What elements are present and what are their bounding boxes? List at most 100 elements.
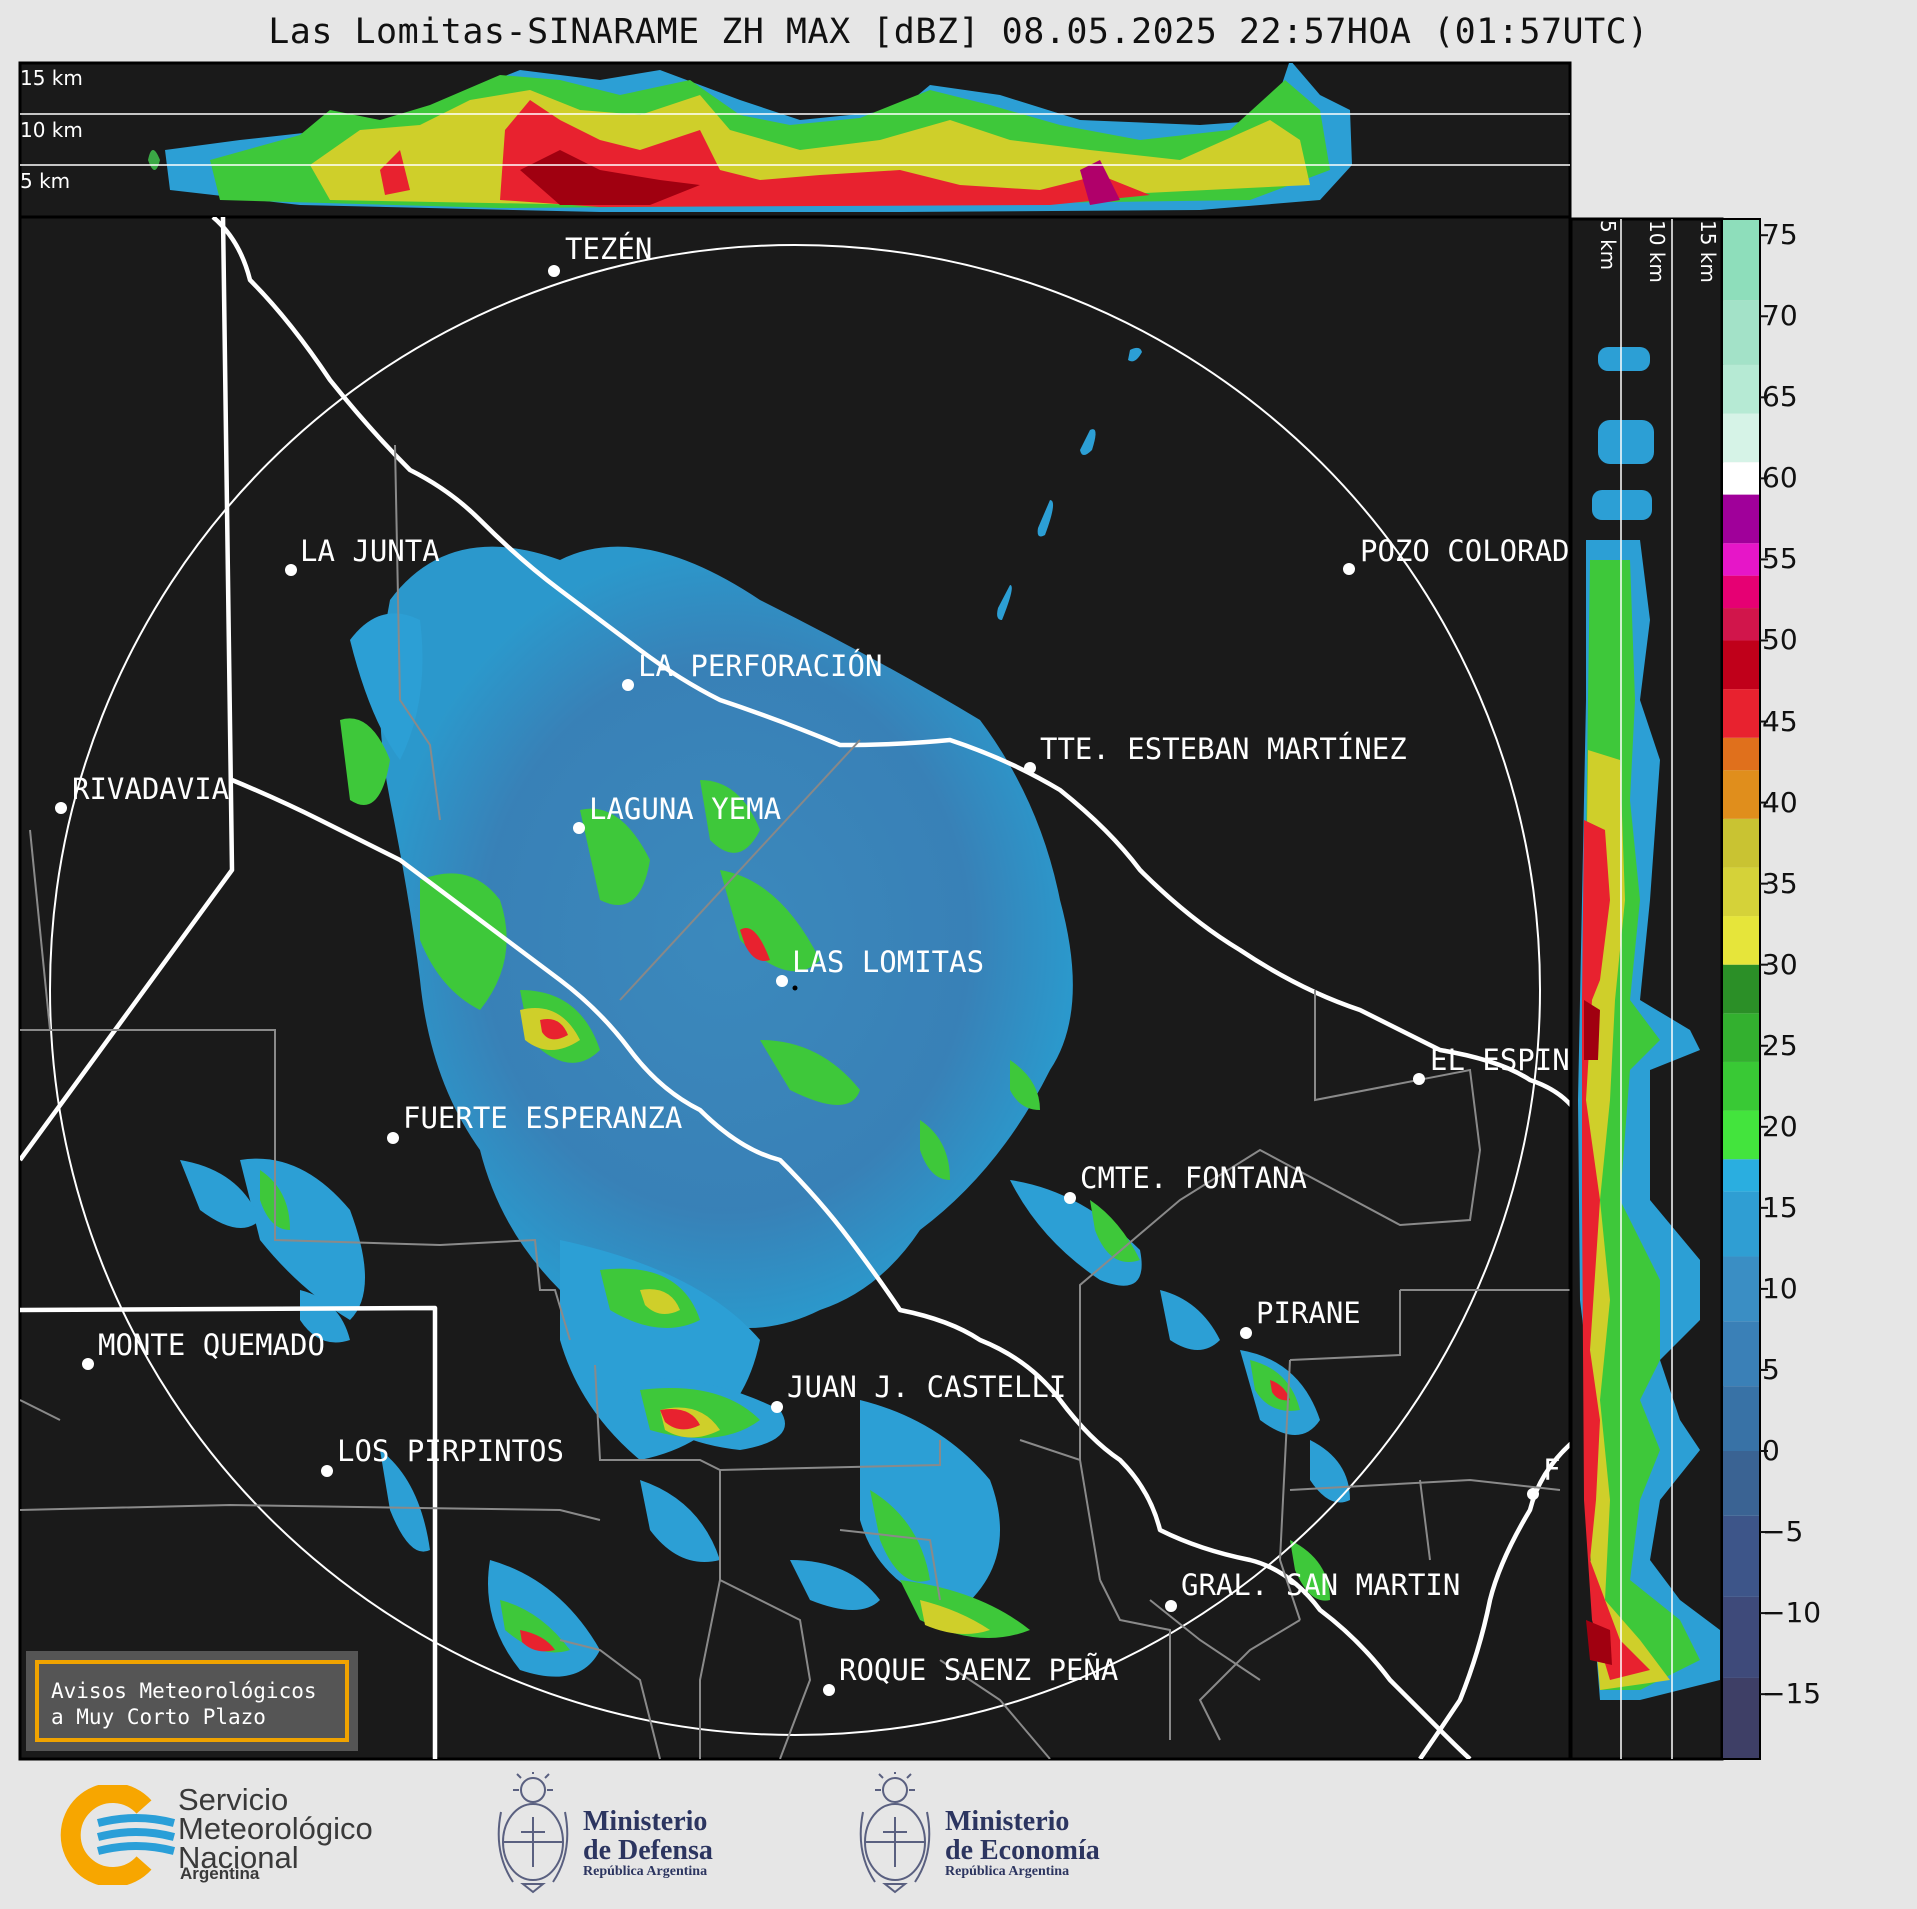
colorbar-tick: 70	[1762, 299, 1798, 333]
colorbar-band	[1722, 413, 1760, 463]
economia-sub: República Argentina	[945, 1864, 1070, 1879]
colorbar-band	[1722, 1013, 1760, 1062]
radar-site-marker	[792, 985, 798, 991]
colorbar-band	[1722, 1256, 1760, 1322]
notice-box[interactable]: Avisos Meteorológicos a Muy Corto Plazo	[26, 1651, 358, 1751]
top-height-label-5: 5 km	[20, 169, 71, 193]
city-label-pozo-colorado: POZO COLORAD	[1360, 534, 1570, 568]
city-dot-monte-quemado	[82, 1358, 94, 1370]
city-label-pirane: PIRANE	[1256, 1296, 1361, 1330]
colorbar-band	[1722, 770, 1760, 819]
colorbar-band	[1722, 1061, 1760, 1111]
colorbar-band	[1722, 1159, 1760, 1192]
city-label-las-lomitas: LAS LOMITAS	[792, 945, 985, 979]
colorbar-tick: 75	[1762, 218, 1798, 252]
colorbar-band	[1722, 364, 1760, 414]
city-dot-pozo-colorado	[1343, 563, 1355, 575]
city-label-tte-esteban-martinez: TTE. ESTEBAN MARTÍNEZ	[1040, 732, 1407, 766]
city-label-la-perforacion: LA PERFORACIÓN	[638, 649, 883, 683]
economia-line-2: de Economía	[945, 1835, 1100, 1866]
city-label-los-pirpintos: LOS PIRPINTOS	[337, 1434, 564, 1468]
smn-line-2: Meteorológico	[178, 1811, 373, 1846]
city-dot-los-pirpintos	[321, 1465, 333, 1477]
colorbar-band	[1722, 219, 1760, 301]
city-dot-tte-esteban-martinez	[1024, 762, 1036, 774]
city-label-roque-saenz-pena: ROQUE SAENZ PEÑA	[839, 1653, 1119, 1687]
city-label-rivadavia: RIVADAVIA	[72, 772, 230, 806]
beam-line	[619, 739, 861, 1001]
colorbar-band	[1722, 689, 1760, 738]
notice-line-1: Avisos Meteorológicos	[51, 1679, 317, 1703]
colorbar-band	[1722, 543, 1760, 576]
smn-sub: Argentina	[180, 1864, 260, 1883]
colorbar-tick: 25	[1762, 1028, 1798, 1062]
economia-line-1: Ministerio	[945, 1806, 1070, 1837]
colorbar-band	[1722, 1386, 1760, 1451]
city-dot-gral-san-martin	[1165, 1600, 1177, 1612]
coat-of-arms-icon	[859, 1772, 931, 1894]
city-dot-las-lomitas	[776, 975, 788, 987]
city-label-laguna-yema: LAGUNA YEMA	[589, 792, 782, 826]
city-dot-cmte-fontana	[1064, 1192, 1076, 1204]
colorbar-frame	[1721, 218, 1761, 1760]
colorbar-band	[1722, 1451, 1760, 1516]
colorbar-tick: 5	[1762, 1352, 1780, 1386]
colorbar-tick: 10	[1762, 1271, 1798, 1305]
right-height-label-10: 10 km	[1645, 220, 1669, 283]
economia-title: Ministerio de Economía	[945, 1807, 1100, 1865]
colorbar-band	[1722, 916, 1760, 965]
smn-line-1: Servicio	[178, 1782, 289, 1817]
city-label-formosa: F	[1543, 1453, 1561, 1487]
city-label-juan-j-castelli: JUAN J. CASTELLI	[787, 1370, 1067, 1404]
colorbar-tick: 15	[1762, 1190, 1798, 1224]
colorbar-band	[1722, 818, 1760, 868]
colorbar-band	[1722, 964, 1760, 1014]
notice-box-border: Avisos Meteorológicos a Muy Corto Plazo	[35, 1660, 349, 1742]
right-height-label-15: 15 km	[1696, 220, 1720, 283]
colorbar-band	[1722, 300, 1760, 365]
defensa-sub: República Argentina	[583, 1864, 708, 1879]
colorbar-band	[1722, 575, 1760, 609]
colorbar-tick: 45	[1762, 704, 1798, 738]
smn-line-3: Nacional	[178, 1840, 299, 1875]
top-cross-section-echoes	[148, 63, 1352, 212]
right-height-label-5: 5 km	[1596, 220, 1620, 271]
city-dot-el-espinillo	[1413, 1073, 1425, 1085]
city-dot-roque-saenz-pena	[823, 1684, 835, 1696]
colorbar-band	[1722, 1321, 1760, 1387]
range-ring	[49, 244, 1541, 1736]
colorbar-band	[1722, 1515, 1760, 1597]
city-dot-juan-j-castelli	[771, 1401, 783, 1413]
colorbar-band	[1722, 1596, 1760, 1678]
right-cross-section-echoes	[1578, 347, 1720, 1700]
colorbar-band	[1722, 1191, 1760, 1257]
city-label-tezen: TEZÉN	[565, 232, 653, 266]
city-dot-pirane	[1240, 1327, 1252, 1339]
city-label-gral-san-martin: GRAL. SAN MARTIN	[1181, 1568, 1461, 1602]
colorbar-tick: 65	[1762, 380, 1798, 414]
colorbar	[1722, 219, 1760, 1759]
colorbar-band	[1722, 737, 1760, 771]
colorbar-band	[1722, 867, 1760, 917]
colorbar-band	[1722, 1677, 1760, 1759]
city-label-fuerte-esperanza: FUERTE ESPERANZA	[403, 1101, 683, 1135]
notice-line-2: a Muy Corto Plazo	[51, 1705, 266, 1729]
defensa-title: Ministerio de Defensa	[583, 1807, 713, 1865]
colorbar-band	[1722, 1110, 1760, 1160]
top-height-label-15: 15 km	[20, 66, 83, 90]
colorbar-tick: 35	[1762, 866, 1798, 900]
page-title: Las Lomitas-SINARAME ZH MAX [dBZ] 08.05.…	[268, 12, 1649, 52]
colorbar-band	[1722, 608, 1760, 641]
defensa-line-1: Ministerio	[583, 1806, 708, 1837]
smn-logo-icon	[60, 1785, 176, 1885]
colorbar-tick: 30	[1762, 947, 1798, 981]
city-dot-formosa	[1527, 1488, 1539, 1500]
city-dot-rivadavia	[55, 802, 67, 814]
city-dot-la-junta	[285, 564, 297, 576]
city-label-la-junta: LA JUNTA	[300, 534, 440, 568]
colorbar-tick: −5	[1762, 1515, 1804, 1549]
colorbar-tick: 20	[1762, 1109, 1798, 1143]
colorbar-tick: 40	[1762, 785, 1798, 819]
colorbar-band	[1722, 462, 1760, 495]
